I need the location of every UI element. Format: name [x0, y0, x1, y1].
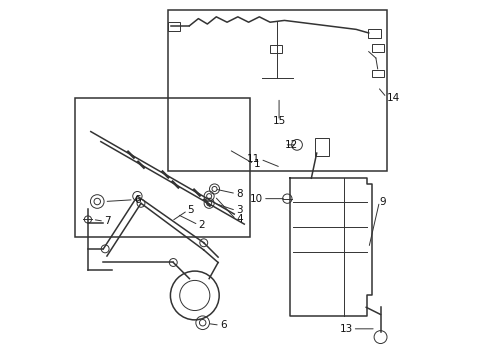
Text: 2: 2	[198, 220, 205, 230]
Text: 4: 4	[236, 215, 243, 224]
FancyBboxPatch shape	[270, 45, 282, 53]
Bar	[74, 98, 250, 237]
Text: 10: 10	[250, 194, 263, 204]
Text: 6: 6	[134, 195, 141, 205]
Text: 13: 13	[340, 324, 353, 334]
Bar	[168, 10, 387, 171]
Text: 1: 1	[254, 159, 261, 169]
Text: 3: 3	[236, 206, 243, 216]
Text: 5: 5	[188, 206, 194, 216]
Text: 6: 6	[220, 320, 226, 330]
FancyBboxPatch shape	[168, 22, 180, 31]
Text: 8: 8	[236, 189, 243, 199]
Text: 11: 11	[247, 154, 260, 164]
Text: 12: 12	[285, 140, 298, 150]
Text: 15: 15	[272, 116, 286, 126]
FancyBboxPatch shape	[371, 69, 384, 77]
FancyBboxPatch shape	[368, 30, 381, 38]
FancyBboxPatch shape	[371, 44, 384, 52]
Text: 7: 7	[104, 216, 111, 226]
Text: 9: 9	[379, 197, 386, 207]
Text: 14: 14	[387, 93, 400, 103]
FancyBboxPatch shape	[315, 138, 329, 156]
